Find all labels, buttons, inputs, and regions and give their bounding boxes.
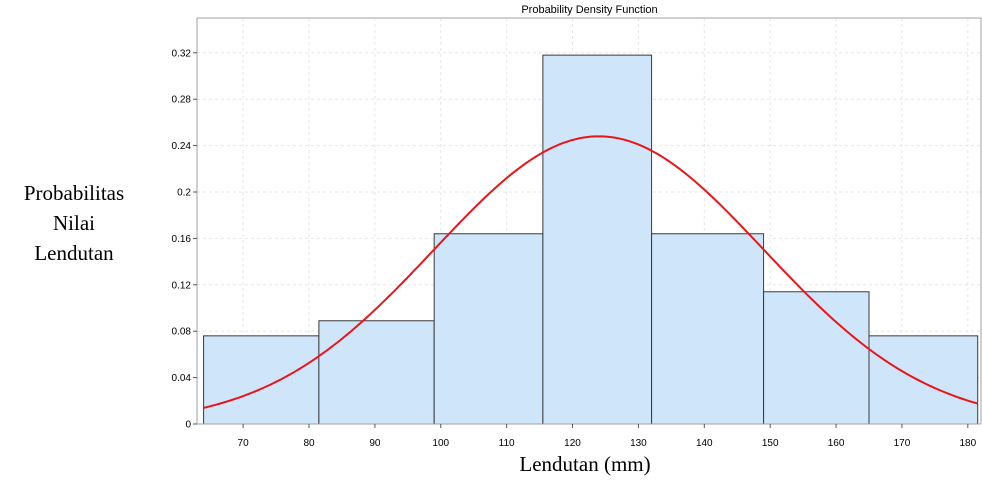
chart-title: Probability Density Function: [521, 4, 658, 16]
x-tick-label: 170: [894, 438, 911, 449]
y-tick-label: 0.04: [172, 373, 192, 384]
x-tick-label: 120: [564, 438, 581, 449]
histogram-bar: [203, 335, 320, 425]
x-tick-label: 180: [959, 438, 976, 449]
x-axis-label: Lendutan (mm): [519, 452, 651, 476]
x-tick-label: 110: [499, 438, 515, 449]
pdf-curve: [203, 135, 978, 409]
x-tick-label: 70: [238, 438, 250, 449]
y-axis-label: Probabilitas Nilai Lendutan: [0, 178, 148, 268]
y-tick-label: 0.12: [172, 280, 192, 291]
y-axis-label-line-1: Probabilitas: [23, 181, 125, 205]
y-axis-label-line-2: Nilai: [53, 211, 95, 235]
x-tick-label: 90: [369, 438, 381, 449]
histogram-bar: [542, 54, 653, 425]
y-tick-label: 0: [185, 420, 191, 431]
histogram-bar: [318, 320, 435, 425]
y-tick-label: 0.24: [172, 141, 192, 152]
x-tick-label: 160: [828, 438, 845, 449]
x-tick-label: 100: [432, 438, 449, 449]
x-tick-label: 80: [303, 438, 315, 449]
y-tick-label: 0.16: [172, 234, 192, 245]
x-tick-label: 130: [630, 438, 647, 449]
x-tick-label: 150: [762, 438, 779, 449]
y-tick-label: 0.08: [172, 327, 192, 338]
y-tick-label: 0.32: [172, 48, 192, 59]
y-axis-label-line-3: Lendutan: [34, 241, 114, 265]
histogram-bar: [868, 335, 979, 425]
histogram-bar: [433, 233, 544, 425]
histogram-bar: [763, 291, 870, 425]
y-tick-label: 0.28: [172, 95, 192, 106]
y-tick-label: 0.2: [177, 188, 191, 199]
x-tick-label: 140: [696, 438, 713, 449]
histogram-bar: [651, 233, 765, 425]
